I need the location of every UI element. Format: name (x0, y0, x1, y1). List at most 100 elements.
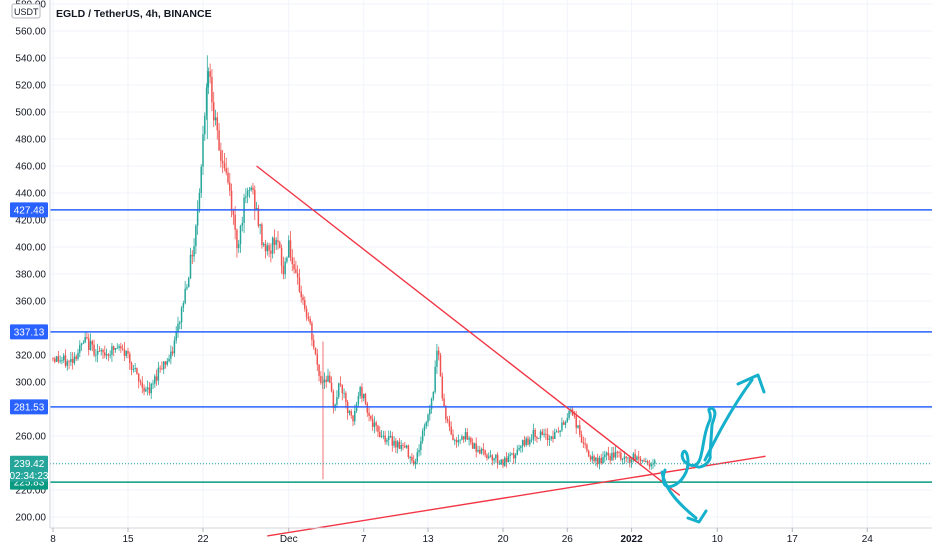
y-tick-label: 320.00 (15, 351, 46, 362)
candle-body (186, 287, 188, 289)
candle-body (411, 456, 413, 461)
candle-body (225, 168, 227, 173)
candle-body (359, 387, 361, 396)
freehand-down-arrow-shaft[interactable] (660, 470, 698, 520)
candle-body (104, 352, 106, 356)
candle-body (554, 431, 556, 439)
time-axis[interactable]: 8 15 22 Dec 7 13 20 26 2022 10 17 24 (50, 527, 932, 545)
candle-body (137, 373, 140, 382)
candle-body (559, 430, 561, 432)
candle-body (409, 456, 411, 458)
candle-body (129, 353, 131, 364)
chart-header: USDT EGLD / TetherUS, 4h, BINANCE (11, 3, 212, 20)
candle-body (77, 352, 79, 359)
candle-body (384, 435, 386, 442)
candle-body (396, 441, 399, 448)
candle-body (475, 443, 477, 452)
candle-body (562, 422, 565, 425)
descending-resistance-trendline[interactable] (256, 165, 681, 496)
candle-body (580, 434, 583, 443)
candle-body (539, 431, 542, 439)
candle-body (630, 459, 633, 463)
candle-body (132, 368, 135, 370)
candle-body (318, 364, 320, 376)
candle-body (400, 445, 402, 449)
y-tick-label: 300.00 (15, 378, 46, 389)
candle-body (259, 224, 261, 226)
x-tick-label: 26 (562, 534, 574, 545)
horizontal-levels[interactable] (50, 209, 932, 483)
candle-body (648, 464, 651, 467)
candle-body (345, 393, 347, 403)
candle-body (282, 265, 285, 275)
candle-body (550, 436, 552, 439)
candle-body (646, 461, 649, 465)
candle-body (336, 397, 338, 405)
candle-body (407, 445, 410, 457)
freehand-down-arrow-head[interactable] (686, 509, 708, 524)
candle-body (254, 190, 256, 211)
candle-body (437, 350, 440, 355)
candle-body (518, 448, 520, 450)
candle-body (287, 240, 290, 258)
candle-body (584, 443, 586, 445)
candle-body (529, 439, 531, 445)
y-tick-label: 480.00 (15, 135, 46, 146)
y-tick-label: 560.00 (15, 27, 46, 38)
candle-body (541, 431, 544, 435)
candle-body (120, 346, 122, 349)
hand-drawn-annotations[interactable] (660, 373, 766, 524)
candle-body (625, 456, 627, 458)
candle-body (337, 383, 340, 398)
freehand-up-arrow-shaft[interactable] (703, 378, 754, 462)
ascending-support-trendline[interactable] (267, 455, 766, 537)
candle-body (498, 463, 501, 465)
level-price-tag (10, 399, 48, 415)
candle-body (237, 244, 240, 249)
candle-body (116, 347, 119, 349)
candle-body (284, 261, 286, 275)
candle-body (164, 361, 167, 365)
candle-body (152, 383, 154, 385)
candle-body (507, 456, 510, 463)
y-tick-label: 540.00 (15, 54, 46, 65)
candle-body (404, 445, 406, 448)
y-tick-label: 420.00 (15, 216, 46, 227)
x-tick-label: 10 (712, 534, 724, 545)
candle-body (159, 367, 161, 369)
candle-body (123, 349, 126, 356)
candle-body (211, 77, 213, 103)
candle-body (307, 316, 310, 319)
bar-countdown-label: 02:34:23 (10, 471, 49, 482)
candle-body (162, 361, 165, 370)
candle-body (371, 418, 374, 427)
freehand-zigzag-annotation[interactable] (661, 406, 717, 489)
candle-body (493, 458, 495, 461)
candle-body (423, 426, 426, 431)
candle-body (227, 172, 229, 183)
candle-body (279, 242, 281, 248)
candle-body (596, 457, 599, 465)
freehand-up-arrow-head[interactable] (736, 373, 766, 394)
y-tick-label: 360.00 (15, 297, 46, 308)
candle-body (484, 450, 486, 455)
candle-body (566, 417, 569, 422)
trendlines[interactable] (256, 165, 766, 537)
candle-body (155, 376, 158, 381)
candle-body (641, 460, 644, 462)
candle-body (627, 457, 629, 459)
candle-body (468, 437, 470, 440)
candle-body (614, 451, 617, 458)
candle-body (536, 436, 538, 439)
candle-body (262, 243, 265, 246)
candle-body (91, 341, 94, 345)
x-tick-label: 15 (122, 534, 134, 545)
candle-body (432, 391, 435, 399)
candle-body (339, 383, 342, 385)
currency-badge[interactable] (11, 3, 41, 19)
candle-body (573, 415, 576, 417)
candle-body (546, 434, 549, 440)
y-tick-label: 380.00 (15, 270, 46, 281)
